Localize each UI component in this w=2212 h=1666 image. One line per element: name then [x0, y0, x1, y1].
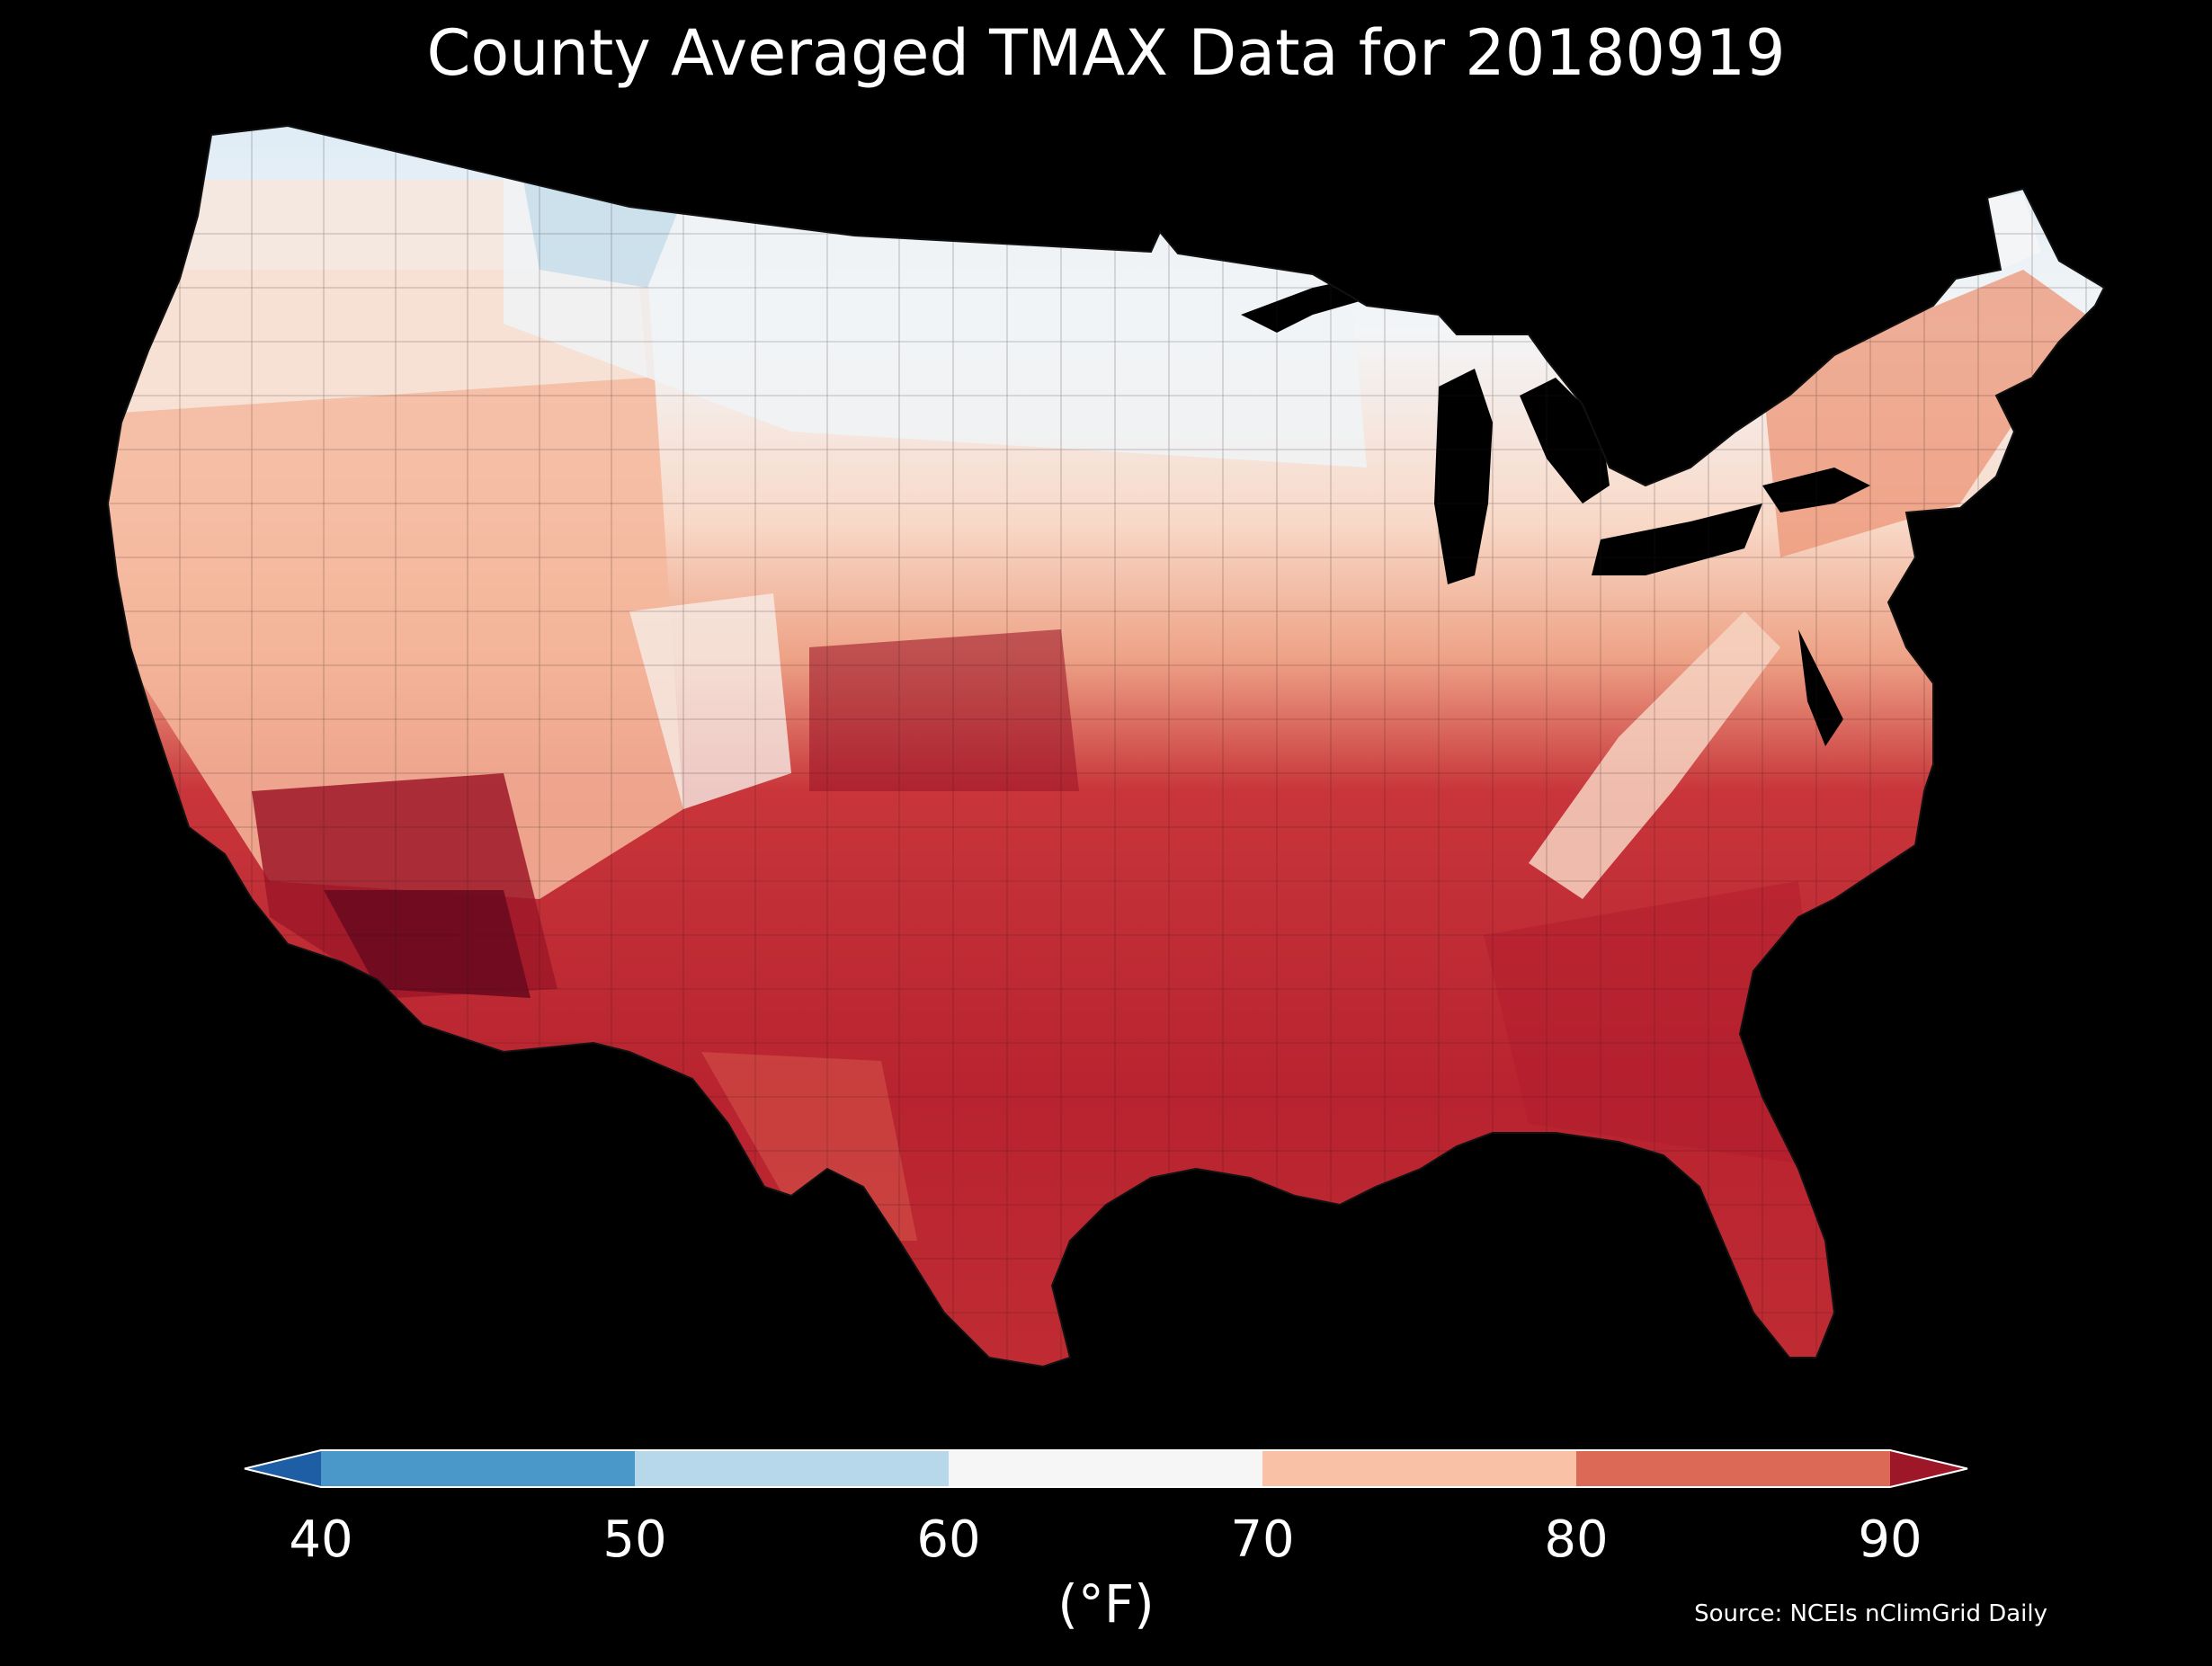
great-lakes — [1241, 274, 1870, 746]
colorbar-tick-label: 50 — [602, 1510, 667, 1569]
colorbar-tick-label: 60 — [916, 1510, 981, 1569]
colorbar-outline — [244, 1449, 1968, 1488]
colorbar-over-arrow — [1890, 1450, 1967, 1487]
colorbar-bin-1 — [635, 1450, 949, 1487]
map-title: County Averaged TMAX Data for 20180919 — [426, 16, 1786, 90]
colorbar-bar — [244, 1449, 1968, 1488]
colorbar-bin-3 — [1262, 1450, 1576, 1487]
colorbar-tick-label: 40 — [289, 1510, 353, 1569]
us-county-map — [106, 124, 2106, 1368]
colorbar-tick-label: 70 — [1230, 1510, 1295, 1569]
us-outline — [106, 124, 2106, 1368]
county-fill-layer — [108, 126, 2104, 1367]
colorbar-unit-label: (°F) — [1057, 1573, 1155, 1635]
colorbar-bin-2 — [949, 1450, 1262, 1487]
colorbar-bin-0 — [321, 1450, 635, 1487]
choropleth-map — [106, 124, 2106, 1368]
colorbar-tick-label: 80 — [1544, 1510, 1609, 1569]
colorbar-tick-label: 90 — [1858, 1510, 1922, 1569]
colorbar-under-arrow — [245, 1450, 321, 1487]
colorbar-bin-4 — [1576, 1450, 1890, 1487]
source-credit: Source: NCEIs nClimGrid Daily — [1694, 1600, 2047, 1627]
colorbar: 40 50 60 70 80 90 (°F) Source: NCEIs nClimGri… — [0, 1421, 2212, 1666]
